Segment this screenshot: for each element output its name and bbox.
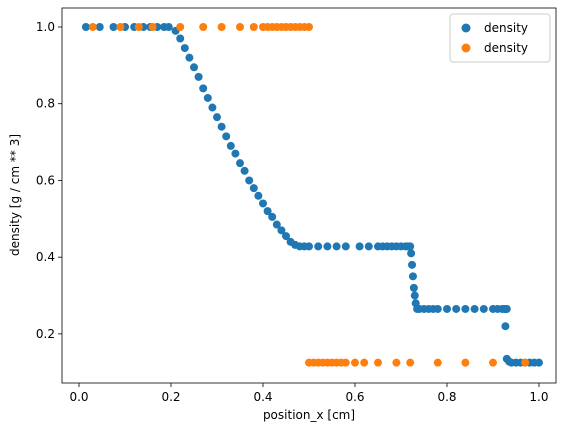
point bbox=[406, 358, 415, 367]
y-tick-label: 0.4 bbox=[36, 250, 55, 264]
legend-box bbox=[449, 13, 551, 63]
point bbox=[249, 184, 258, 193]
x-tick-label: 0.4 bbox=[253, 390, 272, 404]
point bbox=[433, 358, 442, 367]
point bbox=[208, 103, 217, 112]
x-axis-label: position_x [cm] bbox=[263, 408, 355, 422]
point bbox=[341, 358, 350, 367]
point bbox=[231, 149, 240, 158]
point bbox=[373, 358, 382, 367]
point bbox=[148, 22, 157, 31]
x-tick-label: 0.2 bbox=[161, 390, 180, 404]
point bbox=[470, 304, 479, 313]
point bbox=[88, 22, 97, 31]
y-tick-label: 0.2 bbox=[36, 327, 55, 341]
y-axis-label: density [g / cm ** 3] bbox=[8, 134, 22, 256]
point bbox=[408, 260, 417, 269]
point bbox=[213, 113, 222, 122]
point bbox=[222, 132, 231, 141]
point bbox=[254, 191, 263, 200]
point bbox=[407, 249, 416, 258]
point bbox=[176, 34, 185, 43]
point bbox=[479, 304, 488, 313]
point bbox=[194, 72, 203, 81]
point bbox=[323, 242, 332, 251]
point bbox=[180, 44, 189, 53]
point bbox=[95, 22, 104, 31]
x-tick-label: 0.6 bbox=[345, 390, 364, 404]
y-tick-label: 0.8 bbox=[36, 97, 55, 111]
point bbox=[409, 283, 418, 292]
point bbox=[236, 22, 245, 31]
point bbox=[116, 22, 125, 31]
point bbox=[392, 358, 401, 367]
point bbox=[245, 176, 254, 185]
point bbox=[217, 22, 226, 31]
y-tick-label: 1.0 bbox=[36, 20, 55, 34]
point bbox=[406, 242, 415, 251]
x-tick-label: 1.0 bbox=[529, 390, 548, 404]
point bbox=[185, 53, 194, 62]
plot-frame bbox=[61, 7, 557, 384]
point bbox=[442, 304, 451, 313]
point bbox=[305, 22, 313, 31]
point bbox=[534, 358, 543, 367]
x-tick-label: 0.0 bbox=[69, 390, 88, 404]
y-tick-label: 0.6 bbox=[36, 173, 55, 187]
point bbox=[190, 63, 199, 72]
point bbox=[461, 304, 470, 313]
point bbox=[501, 322, 510, 331]
point bbox=[109, 22, 118, 31]
point bbox=[268, 212, 277, 221]
point bbox=[502, 304, 511, 313]
point bbox=[355, 242, 364, 251]
point bbox=[410, 291, 419, 300]
point bbox=[332, 242, 341, 251]
point bbox=[314, 242, 323, 251]
legend-marker bbox=[461, 43, 471, 53]
legend-label: density bbox=[484, 41, 528, 55]
point bbox=[277, 226, 286, 235]
point bbox=[364, 242, 373, 251]
legend-label: density bbox=[484, 21, 528, 35]
point bbox=[360, 358, 369, 367]
point bbox=[236, 159, 245, 168]
point bbox=[461, 358, 470, 367]
point bbox=[305, 242, 313, 251]
point bbox=[176, 22, 185, 31]
point bbox=[134, 22, 143, 31]
x-tick-label: 0.8 bbox=[437, 390, 456, 404]
point bbox=[199, 22, 208, 31]
point bbox=[240, 166, 249, 175]
point bbox=[282, 232, 291, 241]
point bbox=[433, 304, 442, 313]
point bbox=[249, 22, 258, 31]
point bbox=[488, 358, 497, 367]
point bbox=[452, 304, 461, 313]
point bbox=[521, 358, 530, 367]
point bbox=[259, 199, 268, 208]
point bbox=[164, 22, 173, 31]
point bbox=[81, 22, 90, 31]
point bbox=[408, 272, 417, 281]
point bbox=[350, 358, 359, 367]
point bbox=[203, 93, 212, 102]
point bbox=[226, 141, 235, 150]
point bbox=[341, 242, 350, 251]
legend-marker bbox=[461, 23, 471, 33]
point bbox=[217, 122, 226, 131]
point bbox=[263, 207, 272, 216]
point bbox=[272, 220, 281, 229]
point bbox=[199, 84, 208, 93]
